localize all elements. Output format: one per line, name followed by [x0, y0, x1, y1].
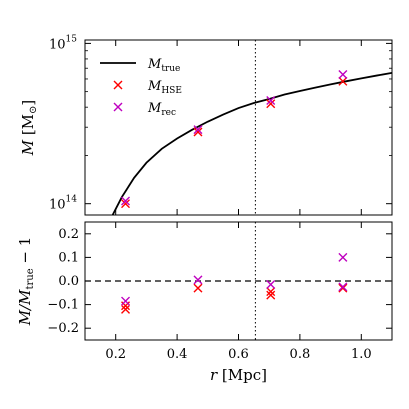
bottom-point-m-rec	[266, 280, 276, 290]
bottom-ytick-label: 0.2	[58, 227, 79, 242]
bottom-xtick-label: 0.8	[290, 347, 311, 362]
bottom-point-m-rec	[338, 282, 348, 292]
bottom-xtick-label: 0.2	[105, 347, 126, 362]
bottom-ytick-label: −0.1	[47, 298, 79, 313]
mtrue-curve	[111, 71, 392, 215]
bottom-point-m-hse	[338, 283, 348, 293]
bottom-axes-frame	[84, 221, 393, 341]
top-panel	[84, 39, 393, 216]
bottom-point-m-hse	[193, 283, 203, 293]
top-ytick-label: 1015	[49, 34, 77, 52]
top-ylabel: M [M⊙]	[19, 100, 39, 157]
top-point-m-rec	[121, 196, 131, 206]
top-point-m-rec	[193, 125, 203, 135]
bottom-point-m-hse	[266, 287, 276, 297]
legend-entry-label: Mrec	[147, 101, 176, 118]
bottom-point-m-hse	[266, 290, 276, 300]
bottom-point-m-rec	[193, 275, 203, 285]
bottom-xtick-label: 0.4	[167, 347, 188, 362]
legend-entry-label: Mtrue	[147, 57, 180, 74]
bottom-ytick-label: 0.0	[58, 274, 79, 289]
bottom-point-m-rec	[121, 296, 131, 306]
bottom-point-m-rec	[338, 252, 348, 262]
bottom-xtick-label: 1.0	[351, 347, 372, 362]
bottom-xtick-label: 0.6	[228, 347, 249, 362]
legend-x-marker	[113, 80, 123, 90]
bottom-xlabel: r [Mpc]	[210, 366, 267, 384]
top-point-m-rec	[266, 96, 276, 106]
bottom-point-m-hse	[121, 304, 131, 314]
legend-entry-label: MHSE	[147, 79, 182, 96]
top-point-m-hse	[121, 199, 131, 209]
bottom-ylabel: M/Mtrue − 1	[16, 237, 36, 327]
top-axes-frame	[84, 39, 393, 216]
top-point-m-rec	[338, 69, 348, 79]
bottom-ytick-label: 0.1	[58, 250, 79, 265]
bottom-panel	[84, 221, 393, 341]
top-ytick-label: 1014	[49, 195, 77, 213]
bottom-ytick-label: −0.2	[47, 321, 79, 336]
top-point-m-hse	[338, 76, 348, 86]
legend-x-marker	[113, 102, 123, 112]
top-point-m-hse	[266, 99, 276, 109]
top-point-m-hse	[193, 127, 203, 137]
